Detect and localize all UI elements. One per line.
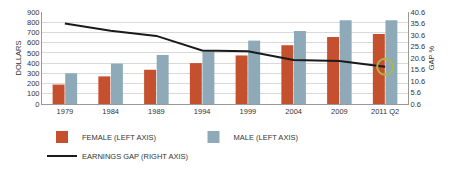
- svg-text:10.6: 10.6: [411, 77, 426, 86]
- svg-text:40.6: 40.6: [411, 8, 426, 17]
- svg-text:2004: 2004: [285, 107, 302, 116]
- svg-text:700: 700: [27, 28, 40, 37]
- svg-text:5.6: 5.6: [411, 88, 421, 97]
- svg-text:30.6: 30.6: [411, 31, 426, 40]
- svg-text:900: 900: [27, 8, 40, 17]
- svg-text:0.6: 0.6: [411, 100, 421, 109]
- svg-text:200: 200: [27, 79, 40, 88]
- svg-text:FEMALE (LEFT AXIS): FEMALE (LEFT AXIS): [82, 133, 157, 142]
- svg-text:500: 500: [27, 49, 40, 58]
- svg-text:25.6: 25.6: [411, 42, 426, 51]
- svg-text:1979: 1979: [57, 107, 74, 116]
- svg-text:15.6: 15.6: [411, 65, 426, 74]
- svg-text:2009: 2009: [331, 107, 348, 116]
- svg-text:400: 400: [27, 59, 40, 68]
- svg-text:35.6: 35.6: [411, 19, 426, 28]
- svg-text:MALE (LEFT AXIS): MALE (LEFT AXIS): [233, 133, 298, 142]
- svg-text:1999: 1999: [240, 107, 257, 116]
- svg-text:800: 800: [27, 18, 40, 27]
- svg-text:600: 600: [27, 38, 40, 47]
- svg-text:1989: 1989: [148, 107, 165, 116]
- svg-text:300: 300: [27, 69, 40, 78]
- svg-text:100: 100: [27, 89, 40, 98]
- svg-text:2011 Q2: 2011 Q2: [371, 107, 399, 116]
- svg-text:1994: 1994: [194, 107, 211, 116]
- svg-text:GAP %: GAP %: [427, 45, 436, 70]
- svg-text:EARNINGS GAP (RIGHT AXIS): EARNINGS GAP (RIGHT AXIS): [82, 152, 188, 161]
- svg-text:0: 0: [35, 100, 39, 109]
- svg-text:20.6: 20.6: [411, 54, 426, 63]
- svg-text:1984: 1984: [102, 107, 119, 116]
- svg-text:DOLLARS: DOLLARS: [14, 40, 23, 75]
